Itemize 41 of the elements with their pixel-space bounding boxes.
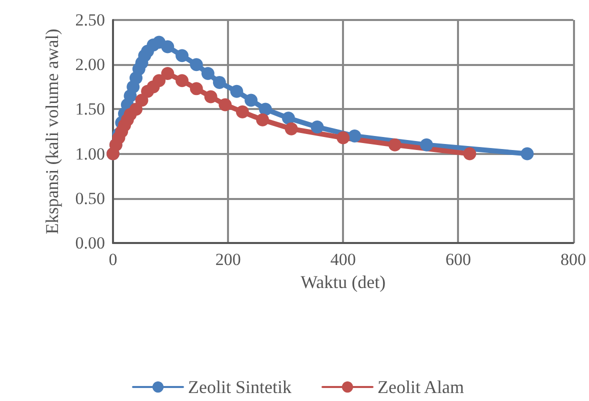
point xyxy=(230,84,244,98)
point xyxy=(152,74,166,88)
point xyxy=(236,105,249,118)
point xyxy=(388,138,402,152)
point xyxy=(204,90,218,104)
point xyxy=(130,102,143,116)
point xyxy=(310,120,324,134)
point xyxy=(161,67,174,80)
point xyxy=(463,147,476,160)
point xyxy=(218,98,232,112)
legend-label: Zeolit Sintetik xyxy=(188,377,292,397)
point xyxy=(258,102,272,116)
point xyxy=(520,147,534,160)
point xyxy=(212,76,226,89)
y-tick-label: 0.00 xyxy=(75,234,105,252)
x-tick-label: 600 xyxy=(445,250,471,269)
y-tick-label: 2.50 xyxy=(75,10,105,30)
x-tick-label: 0 xyxy=(108,250,118,269)
point xyxy=(420,138,434,152)
point xyxy=(336,131,350,144)
point xyxy=(190,58,203,72)
y-tick-label: 0.50 xyxy=(75,188,105,208)
y-axis-title: Ekspansi (kali volume awal) xyxy=(42,28,62,234)
point xyxy=(244,94,258,107)
x-tick-label: 200 xyxy=(215,250,241,269)
point xyxy=(176,74,189,88)
point xyxy=(176,49,189,62)
point xyxy=(282,112,295,125)
x-tick-label: 800 xyxy=(560,250,586,269)
x-tick-label: 400 xyxy=(330,250,356,269)
y-tick-label: 1.00 xyxy=(75,144,105,164)
x-axis-title: Waktu (det) xyxy=(300,272,386,292)
point xyxy=(190,82,203,96)
point xyxy=(161,40,174,54)
legend-label: Zeolit Alam xyxy=(378,377,464,397)
point xyxy=(256,113,270,126)
point xyxy=(284,122,298,136)
y-tick-label: 1.50 xyxy=(75,100,105,119)
point xyxy=(348,129,362,142)
point xyxy=(201,67,214,80)
y-tick-label: 2.00 xyxy=(75,55,105,74)
